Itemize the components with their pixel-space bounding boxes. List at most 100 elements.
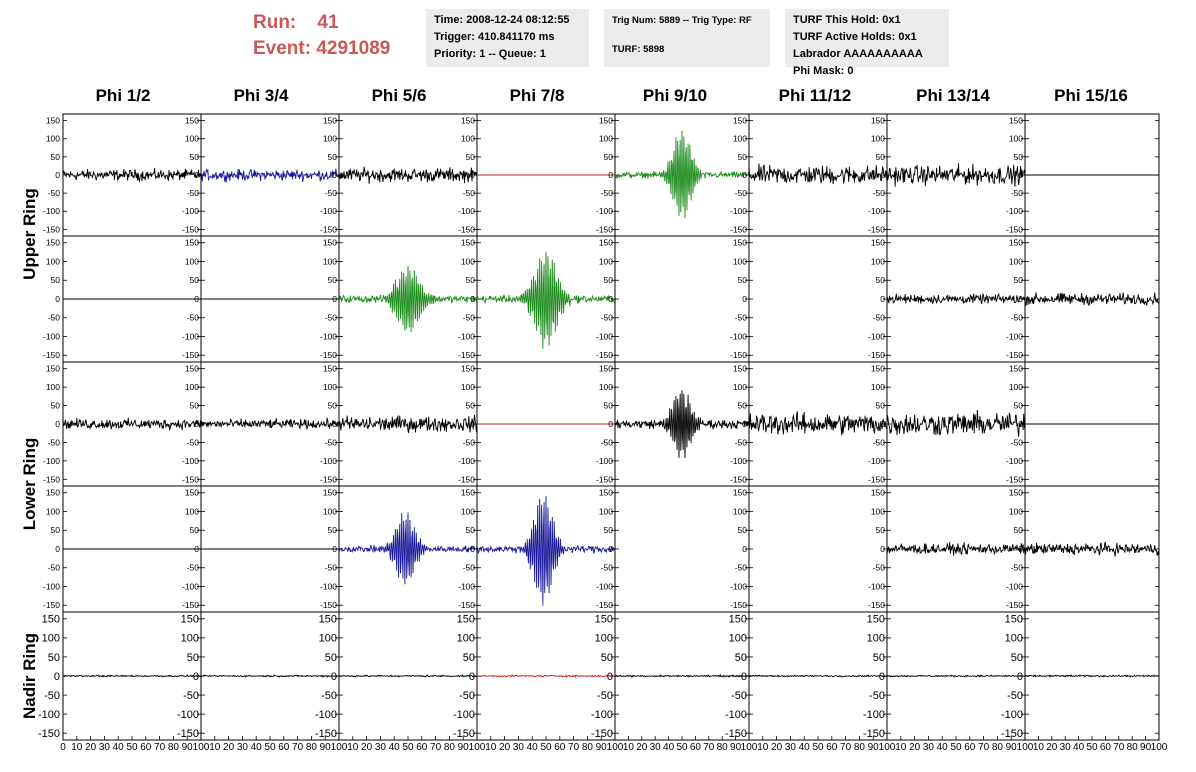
ytick-label-r2-c2: -100 <box>320 456 337 466</box>
ytick-label-r3-c2: -50 <box>325 563 338 573</box>
ytick-label-r4-c7: -100 <box>1001 709 1023 721</box>
ytick-label-r0-c0: -150 <box>43 224 60 234</box>
ytick-label-r4-c5: -150 <box>725 728 747 740</box>
ytick-label-r1-c6: -100 <box>868 331 885 341</box>
turf-hold-text: TURF This Hold: 0x1 <box>793 14 901 26</box>
ytick-label-r1-c3: -100 <box>458 331 475 341</box>
ytick-label-r1-c4: -150 <box>596 350 613 360</box>
xtick-label-c6: 80 <box>992 742 1004 753</box>
ytick-label-r1-c4: -100 <box>596 331 613 341</box>
ytick-label-r4-c1: 150 <box>181 614 199 626</box>
ytick-label-r4-c6: 100 <box>867 633 885 645</box>
ytick-label-r2-c5: 100 <box>733 382 747 392</box>
ytick-label-r0-c6: 150 <box>871 116 885 126</box>
xtick-label-c0: 80 <box>168 742 180 753</box>
ytick-label-r4-c4: 50 <box>601 652 613 664</box>
xtick-label-c0: 30 <box>99 742 111 753</box>
ytick-label-r3-c5: -100 <box>730 581 747 591</box>
xtick-label-c4: 50 <box>676 742 688 753</box>
ytick-label-r4-c1: -100 <box>177 709 199 721</box>
ytick-label-r2-c6: 50 <box>876 401 886 411</box>
ytick-label-r2-c1: 150 <box>185 364 199 374</box>
ytick-label-r4-c0: 100 <box>42 633 60 645</box>
ytick-label-r1-c1: -50 <box>187 313 200 323</box>
ytick-label-r2-c1: 50 <box>190 401 200 411</box>
ytick-label-r0-c0: 50 <box>51 152 61 162</box>
xtick-label-c7: 40 <box>1073 742 1085 753</box>
ytick-label-r3-c0: 100 <box>46 506 60 516</box>
xtick-label-c4: 30 <box>650 742 662 753</box>
ytick-label-r4-c0: -100 <box>38 709 60 721</box>
ytick-label-r0-c0: 150 <box>46 116 60 126</box>
panel-frame-r3-c4 <box>614 485 750 613</box>
ytick-label-r3-c1: -150 <box>182 600 199 610</box>
xtick-label-c7: 60 <box>1100 742 1112 753</box>
ytick-label-r2-c7: -50 <box>1011 437 1024 447</box>
ytick-label-r1-c2: -50 <box>325 313 338 323</box>
xtick-label-c5: 40 <box>799 742 811 753</box>
xtick-label-c5: 50 <box>812 742 824 753</box>
xtick-label-c4: 90 <box>730 742 742 753</box>
ytick-label-r0-c0: 0 <box>55 170 60 180</box>
ytick-label-r2-c6: -100 <box>868 456 885 466</box>
ytick-label-r1-c7: 100 <box>1009 256 1023 266</box>
ytick-label-r3-c3: -150 <box>458 600 475 610</box>
ytick-label-r0-c7: -50 <box>1011 188 1024 198</box>
col-header-phi-5-6: Phi 5/6 <box>371 86 427 105</box>
xtick-label-c0: 100 <box>193 742 210 753</box>
ytick-label-r0-c0: -100 <box>43 206 60 216</box>
event-value: 4291089 <box>316 38 391 59</box>
xtick-label-c3: 30 <box>513 742 525 753</box>
ytick-label-r4-c6: 50 <box>873 652 885 664</box>
waveform-trace-r1-c2 <box>338 265 478 333</box>
col-header-phi-9-10: Phi 9/10 <box>642 86 708 105</box>
ytick-label-r4-c1: -150 <box>177 728 199 740</box>
col-header-phi-15-16: Phi 15/16 <box>1054 86 1128 105</box>
ytick-label-r1-c3: 0 <box>470 294 475 304</box>
xtick-label-c1: 100 <box>331 742 348 753</box>
waveform-trace-r4-c1 <box>201 674 340 678</box>
col-header-phi-13-14: Phi 13/14 <box>916 86 990 105</box>
xtick-label-c6: 90 <box>1006 742 1018 753</box>
ytick-label-r2-c1: -150 <box>182 474 199 484</box>
ytick-label-r3-c6: -100 <box>868 581 885 591</box>
ytick-label-r4-c2: -50 <box>321 690 337 702</box>
ytick-label-r0-c4: -50 <box>601 188 614 198</box>
ytick-label-r2-c6: 0 <box>880 419 885 429</box>
ytick-label-r1-c1: -150 <box>182 350 199 360</box>
ytick-label-r4-c4: -50 <box>597 690 613 702</box>
ytick-label-r2-c3: -100 <box>458 456 475 466</box>
ytick-label-r0-c0: 100 <box>46 134 60 144</box>
ytick-label-r3-c4: 100 <box>599 506 613 516</box>
ytick-label-r3-c4: -50 <box>601 563 614 573</box>
xtick-label-c5: 80 <box>854 742 866 753</box>
xtick-label-c1: 60 <box>278 742 290 753</box>
ytick-label-r3-c2: 0 <box>332 544 337 554</box>
ytick-label-r3-c6: -150 <box>868 600 885 610</box>
waveform-trace-r3-c6 <box>886 542 1026 556</box>
ytick-label-r1-c1: 100 <box>185 256 199 266</box>
ytick-label-r4-c6: -100 <box>863 709 885 721</box>
xtick-label-c3: 80 <box>582 742 594 753</box>
ytick-label-r0-c1: -100 <box>182 206 199 216</box>
ytick-label-r3-c2: -100 <box>320 581 337 591</box>
ytick-label-r4-c3: 150 <box>457 614 475 626</box>
xtick-label-c6: 60 <box>964 742 976 753</box>
ytick-label-r2-c4: -100 <box>596 456 613 466</box>
ytick-label-r2-c2: 50 <box>328 401 338 411</box>
ytick-label-r0-c2: -50 <box>325 188 338 198</box>
ytick-label-r4-c5: 50 <box>735 652 747 664</box>
ytick-label-r2-c5: -50 <box>735 437 748 447</box>
ytick-label-r0-c2: 100 <box>323 134 337 144</box>
ytick-label-r1-c4: 0 <box>608 294 613 304</box>
ytick-label-r1-c7: 0 <box>1018 294 1023 304</box>
ytick-label-r1-c1: -100 <box>182 331 199 341</box>
ytick-label-r2-c0: 100 <box>46 382 60 392</box>
ytick-label-r0-c4: 100 <box>599 134 613 144</box>
ytick-label-r2-c2: -50 <box>325 437 338 447</box>
ytick-label-r3-c1: -50 <box>187 563 200 573</box>
ytick-label-r1-c3: -50 <box>463 313 476 323</box>
trig-num-box: Trig Num: 5889 -- Trig Type: RF TURF: 58… <box>604 9 770 67</box>
ytick-label-r0-c3: -150 <box>458 224 475 234</box>
xtick-label-c7: 100 <box>1151 742 1168 753</box>
